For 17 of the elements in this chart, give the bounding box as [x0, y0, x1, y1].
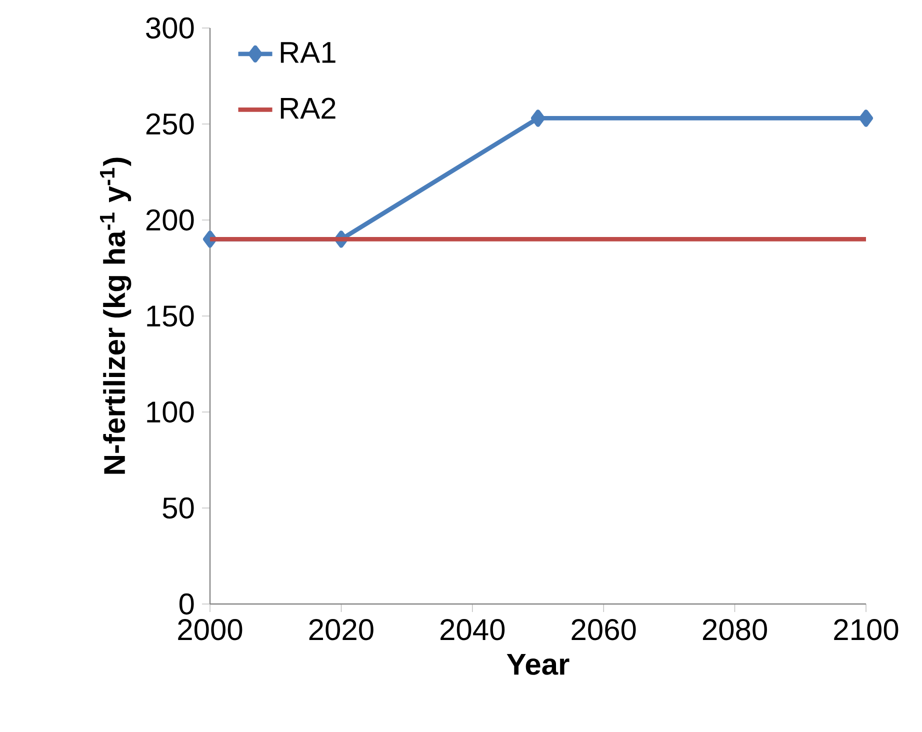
x-tick-label: 2100: [834, 619, 898, 640]
x-tick-label: 2040: [440, 619, 505, 640]
legend-label: RA1: [280, 42, 336, 63]
y-tick-label: 100: [147, 401, 194, 423]
legend-label: RA2: [280, 98, 336, 119]
y-tick-label: 300: [146, 17, 194, 39]
y-tick-label: 250: [146, 113, 194, 135]
y-tick-label: 0: [179, 593, 194, 615]
x-tick-label: 2060: [572, 619, 636, 640]
x-tick-label: 2080: [702, 619, 767, 640]
y-tick-label: 50: [162, 497, 194, 519]
y-tick-label: 150: [147, 305, 194, 327]
y-axis-title: N-fertilizer (kg ha$^{-1}$ y$^{-1}$): [100, 158, 132, 474]
x-tick-label: 2000: [178, 619, 242, 640]
y-tick-label: 200: [146, 209, 194, 231]
x-axis-title: Year: [506, 654, 570, 675]
x-tick-label: 2020: [309, 619, 374, 640]
